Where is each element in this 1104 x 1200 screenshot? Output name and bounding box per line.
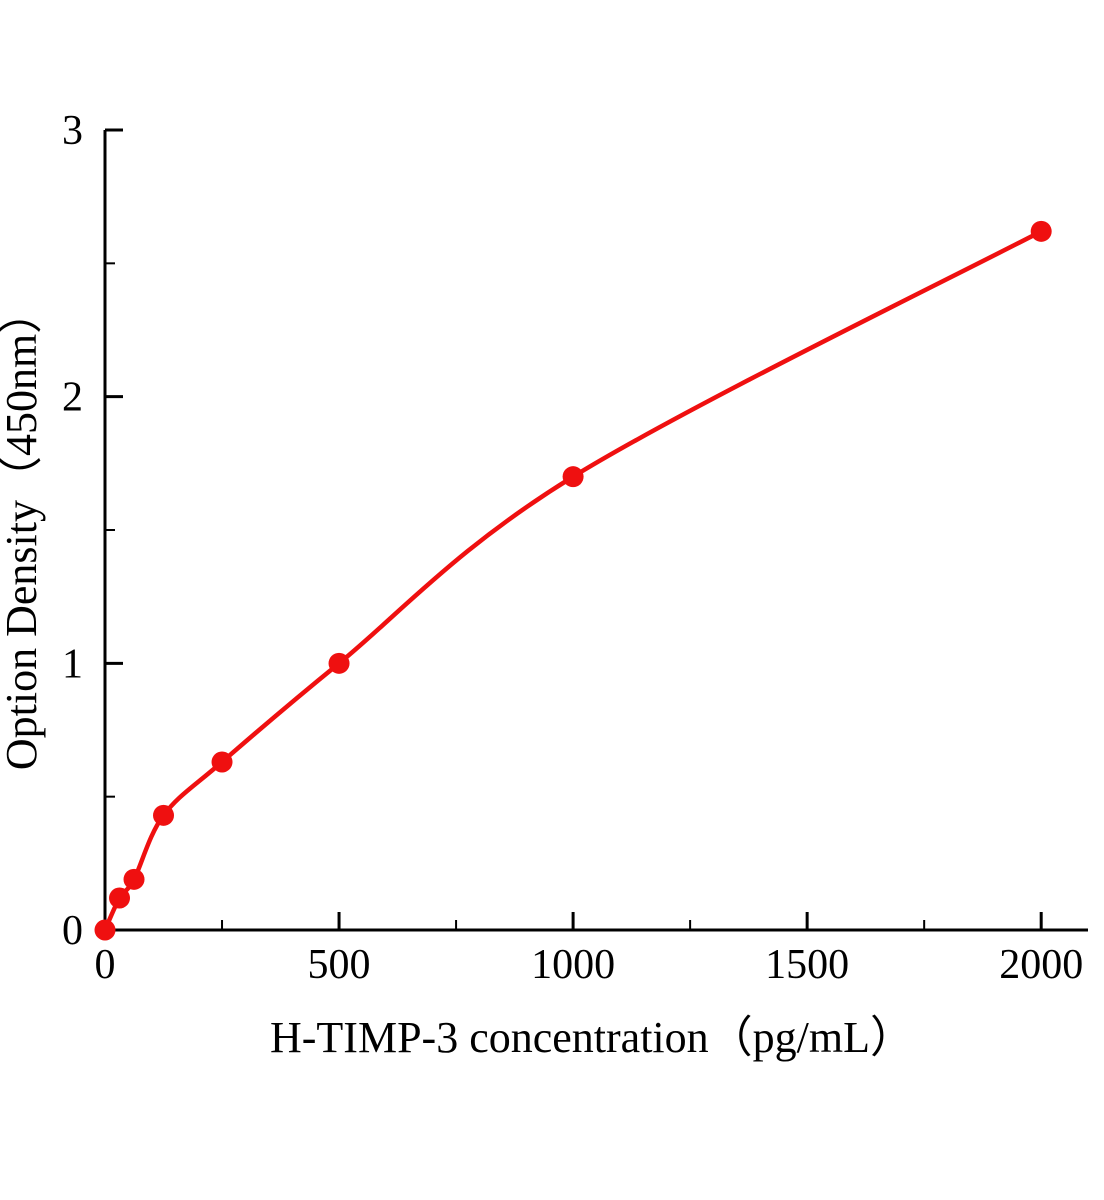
data-point-marker xyxy=(94,919,116,941)
y-tick-label: 1 xyxy=(62,641,83,687)
x-tick-label: 1500 xyxy=(765,942,849,988)
y-axis-title: Option Density（450nm） xyxy=(0,290,46,770)
y-tick-label: 3 xyxy=(62,108,83,154)
y-tick-label: 0 xyxy=(62,908,83,954)
fit-curve xyxy=(102,229,1043,931)
data-point-marker xyxy=(1030,220,1052,242)
x-tick-label: 500 xyxy=(308,942,371,988)
data-point-marker xyxy=(123,868,145,890)
x-axis-title: H-TIMP-3 concentration（pg/mL） xyxy=(270,1013,914,1062)
x-tick-label: 2000 xyxy=(999,942,1083,988)
y-tick-label: 2 xyxy=(62,375,83,421)
data-point-marker xyxy=(109,887,131,909)
data-point-marker xyxy=(153,804,175,826)
data-point-marker xyxy=(562,466,584,488)
x-tick-label: 0 xyxy=(95,942,116,988)
data-point-marker xyxy=(211,751,233,773)
x-tick-label: 1000 xyxy=(531,942,615,988)
data-point-marker xyxy=(328,652,350,674)
